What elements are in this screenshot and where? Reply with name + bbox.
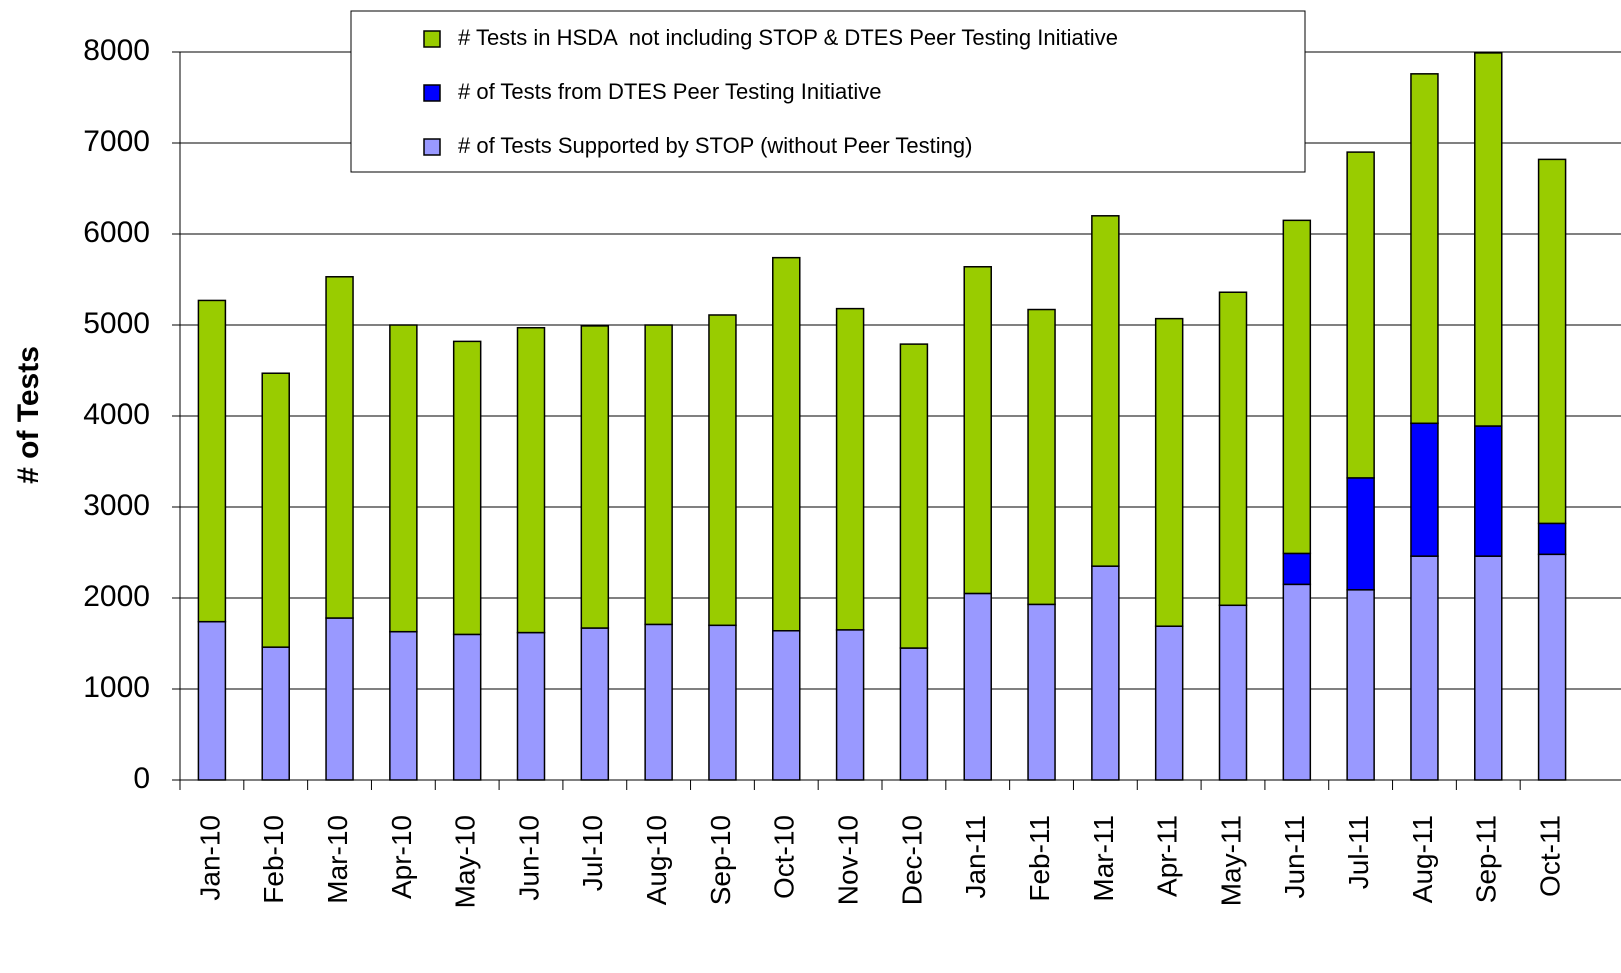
y-tick-label: 6000 [83,216,150,249]
x-tick-label: Aug-11 [1407,815,1438,903]
x-tick-label: Oct-11 [1534,815,1565,897]
x-tick-label: Mar-10 [322,815,353,904]
bar-segment [1346,151,1375,479]
bar-segment [261,372,290,648]
bar-segment [835,629,865,781]
x-tick-label: Dec-10 [896,815,927,905]
x-tick-label: Sep-11 [1471,815,1502,903]
y-tick-label: 5000 [83,307,150,340]
bar-segment [1282,583,1312,781]
x-tick-label: Apr-11 [1152,815,1183,897]
legend-swatch [423,138,441,156]
bar-segment [1474,555,1503,781]
x-tick-label: Aug-10 [641,815,672,905]
bar-segment [1410,73,1439,425]
bar-segment [1346,477,1375,591]
bar-segment [1410,555,1439,781]
bar-segment [1282,219,1312,555]
bar-segment [516,326,546,634]
x-tick-label: Sep-10 [705,815,736,905]
bar-segment [261,646,290,781]
bar-segment [452,633,482,781]
x-tick-label: Apr-10 [386,815,417,899]
y-tick-label: 7000 [83,125,150,158]
bar-segment [1091,215,1120,567]
bar-segment [708,624,737,781]
y-tick-label: 8000 [83,34,150,67]
y-axis-label: # of Tests [12,346,45,484]
bar-segment [1218,604,1248,781]
x-tick-label: Mar-11 [1088,815,1119,902]
y-tick-label: 1000 [83,671,150,704]
bar-segment [1154,317,1184,627]
bar-segment [1537,522,1567,556]
bar-segment [963,266,992,595]
x-tick-label: Feb-10 [258,815,289,904]
bar-segment [1027,603,1056,781]
x-tick-label: Jun-11 [1279,815,1310,899]
bar-segment [772,256,801,632]
y-tick-label: 3000 [83,489,150,522]
x-tick-label: May-11 [1215,815,1246,906]
x-tick-label: Jul-10 [577,815,608,891]
bar-segment [516,631,546,781]
x-tick-label: Jan-10 [194,815,225,901]
bar-segment [1154,625,1184,781]
bar-segment [644,623,673,781]
bar-segment [389,324,418,633]
legend-swatch [423,30,441,48]
bar-segment [1537,553,1567,781]
legend-label: # of Tests Supported by STOP (without Pe… [458,133,972,158]
bar-segment [835,307,865,631]
bar-segment [452,340,482,636]
bar-segment [899,647,929,781]
bar-segment [1410,422,1439,557]
y-tick-label: 0 [133,762,150,795]
x-tick-label: Nov-10 [832,815,863,905]
bar-segment [1474,425,1503,557]
bar-segment [644,324,673,626]
bar-segment [1474,52,1503,427]
bar-segment [197,299,227,623]
bar-segment [963,592,992,781]
legend-swatch [423,84,441,102]
x-tick-label: Oct-10 [769,815,800,899]
y-tick-label: 4000 [83,398,150,431]
bar-segment [325,617,354,781]
bar-segment [1027,308,1056,606]
bar-segment [197,620,227,781]
bar-segment [708,314,737,627]
x-tick-label: May-10 [450,815,481,908]
bar-segment [1218,291,1248,607]
bar-segment [325,276,354,619]
legend-label: # of Tests from DTES Peer Testing Initia… [458,79,881,104]
bar-segment [580,627,610,781]
legend-box [350,10,1306,173]
bar-segment [772,630,801,781]
y-tick-label: 2000 [83,580,150,613]
x-tick-label: Jan-11 [960,815,991,899]
bar-segment [1537,158,1567,525]
bar-segment [580,325,610,629]
bar-segment [1091,565,1120,781]
x-tick-label: Feb-11 [1024,815,1055,902]
bar-segment [389,630,418,781]
legend-label: # Tests in HSDA not including STOP & DTE… [458,25,1118,50]
x-tick-label: Jul-11 [1343,815,1374,889]
bar-segment [1346,589,1375,781]
x-tick-label: Jun-10 [513,815,544,901]
bar-segment [899,343,929,649]
bar-segment [1282,552,1312,586]
